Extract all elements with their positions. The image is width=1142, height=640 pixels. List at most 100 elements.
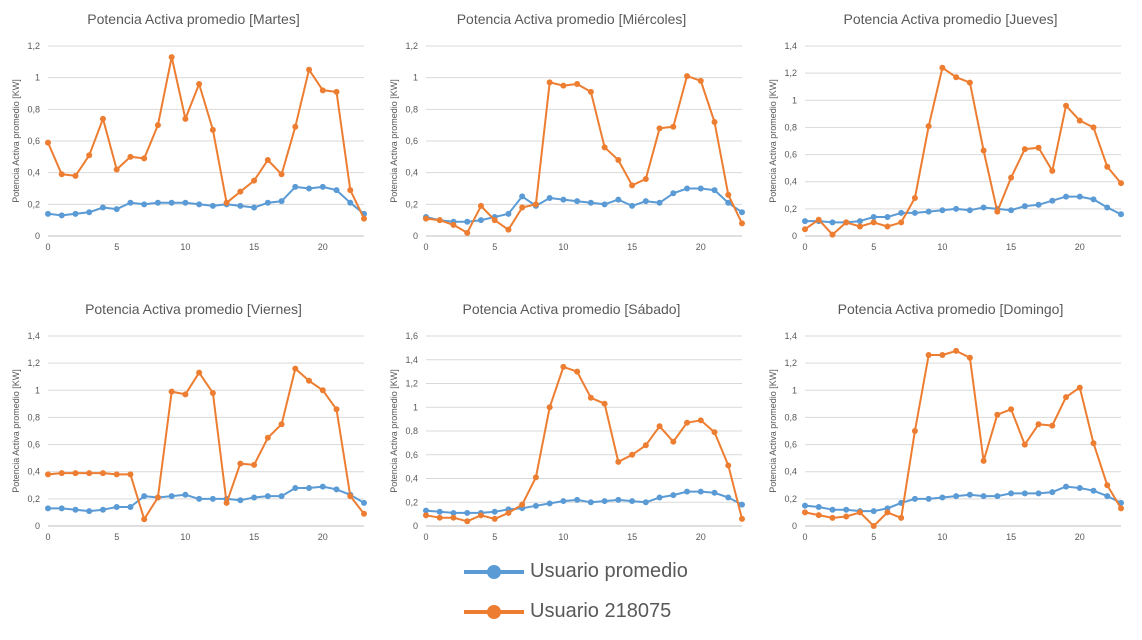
- data-point: [939, 494, 946, 501]
- y-tick-label: 0,2: [27, 494, 40, 504]
- data-point: [615, 458, 622, 465]
- data-point: [113, 471, 120, 478]
- x-tick-label: 0: [423, 532, 428, 542]
- data-point: [911, 495, 918, 502]
- data-point: [601, 400, 608, 407]
- data-point: [361, 499, 367, 506]
- data-point: [292, 183, 299, 190]
- data-point: [994, 493, 1001, 500]
- y-tick-label: 0,4: [784, 177, 797, 187]
- data-point: [306, 485, 313, 491]
- data-point: [1104, 493, 1111, 500]
- data-point: [656, 494, 663, 501]
- x-tick-label: 10: [180, 242, 190, 252]
- y-tick-label: 1,2: [27, 41, 40, 51]
- data-point: [477, 512, 484, 519]
- data-point: [58, 470, 65, 477]
- data-point: [601, 144, 608, 151]
- data-point: [491, 515, 498, 522]
- x-tick-label: 10: [937, 242, 947, 252]
- series-line: [805, 195, 1122, 224]
- y-tick-label: 0: [792, 521, 797, 531]
- data-point: [436, 514, 443, 521]
- data-point: [802, 509, 808, 516]
- data-point: [450, 221, 457, 228]
- x-tick-label: 0: [802, 532, 807, 542]
- data-point: [72, 172, 79, 179]
- x-tick-label: 10: [937, 532, 947, 542]
- data-point: [223, 199, 230, 206]
- data-point: [911, 195, 918, 201]
- x-tick-label: 5: [492, 532, 497, 542]
- x-tick-label: 20: [1075, 242, 1085, 252]
- data-point: [684, 488, 691, 495]
- data-point: [423, 512, 429, 519]
- x-tick-label: 15: [249, 242, 259, 252]
- data-point: [1035, 421, 1042, 428]
- data-point: [264, 157, 271, 163]
- data-point: [601, 498, 608, 505]
- data-point: [477, 202, 484, 209]
- data-point: [1035, 490, 1042, 497]
- data-point: [72, 506, 79, 513]
- data-point: [319, 483, 326, 490]
- chart-title: Potencia Activa promedio [Jueves]: [843, 11, 1057, 27]
- data-point: [292, 485, 299, 491]
- data-point: [86, 152, 93, 159]
- data-point: [1049, 422, 1056, 429]
- data-point: [532, 201, 539, 208]
- chart-title: Potencia Activa promedio [Martes]: [87, 11, 299, 27]
- data-point: [884, 223, 891, 230]
- legend-item-usuario-promedio: Usuario promedio: [464, 560, 688, 583]
- data-point: [278, 421, 285, 428]
- y-tick-label: 0,4: [405, 474, 418, 484]
- data-point: [546, 79, 553, 86]
- data-point: [209, 495, 216, 502]
- data-point: [141, 201, 148, 208]
- x-tick-label: 0: [45, 532, 50, 542]
- data-point: [629, 182, 636, 189]
- y-tick-label: 0: [35, 231, 40, 241]
- data-point: [99, 115, 106, 122]
- data-point: [423, 215, 429, 222]
- x-tick-label: 5: [114, 532, 119, 542]
- data-point: [58, 171, 65, 178]
- data-point: [127, 504, 134, 510]
- data-point: [829, 506, 836, 513]
- legend: Usuario promedio: [464, 556, 824, 596]
- data-point: [306, 377, 313, 384]
- data-point: [815, 512, 822, 519]
- x-tick-label: 20: [696, 242, 706, 252]
- data-point: [113, 166, 120, 173]
- y-tick-label: 1,4: [784, 41, 797, 51]
- data-point: [670, 492, 677, 499]
- data-point: [1008, 174, 1015, 181]
- data-point: [884, 509, 891, 516]
- data-point: [1063, 394, 1070, 401]
- data-point: [574, 81, 581, 87]
- x-tick-label: 0: [45, 242, 50, 252]
- data-point: [505, 226, 512, 233]
- data-point: [980, 204, 987, 211]
- data-point: [1104, 204, 1111, 211]
- y-tick-label: 1: [35, 385, 40, 395]
- data-point: [884, 214, 891, 220]
- data-point: [532, 502, 539, 509]
- data-point: [237, 460, 244, 467]
- data-point: [196, 201, 203, 208]
- data-point: [196, 495, 203, 502]
- data-point: [1090, 440, 1097, 447]
- data-point: [1021, 441, 1028, 448]
- data-point: [725, 199, 732, 206]
- data-point: [980, 457, 987, 464]
- data-point: [182, 199, 189, 206]
- x-tick-label: 0: [802, 242, 807, 252]
- data-point: [587, 394, 594, 401]
- data-point: [642, 442, 649, 449]
- y-tick-label: 0,2: [784, 494, 797, 504]
- y-tick-label: 0,6: [27, 136, 40, 146]
- data-point: [1049, 167, 1056, 174]
- legend-label: Usuario promedio: [530, 560, 688, 582]
- data-point: [168, 388, 175, 395]
- data-point: [154, 199, 161, 206]
